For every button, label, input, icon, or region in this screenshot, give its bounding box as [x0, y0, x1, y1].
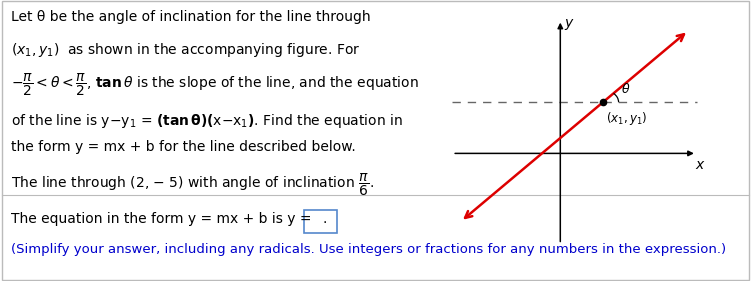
- Text: of the line is y$-$y$_1$ = $\mathbf{(tan\,\theta)}$$\mathbf{(}$x$-$x$_1$$\mathbf: of the line is y$-$y$_1$ = $\mathbf{(tan…: [11, 112, 403, 130]
- FancyBboxPatch shape: [304, 210, 337, 233]
- Text: $\theta$: $\theta$: [620, 82, 630, 96]
- Text: the form y = mx + b for the line described below.: the form y = mx + b for the line describ…: [11, 140, 356, 155]
- Text: .: .: [323, 212, 327, 226]
- Text: (Simplify your answer, including any radicals. Use integers or fractions for any: (Simplify your answer, including any rad…: [11, 243, 726, 256]
- Text: Let θ be the angle of inclination for the line through: Let θ be the angle of inclination for th…: [11, 10, 371, 24]
- Text: y: y: [565, 15, 573, 30]
- Text: $(x_1,y_1)$: $(x_1,y_1)$: [606, 110, 647, 127]
- Text: The equation in the form y = mx + b is y =: The equation in the form y = mx + b is y…: [11, 212, 316, 226]
- Text: x: x: [695, 158, 704, 172]
- Text: The line through (2, $-$ 5) with angle of inclination $\dfrac{\pi}{6}$.: The line through (2, $-$ 5) with angle o…: [11, 171, 374, 198]
- Text: $(x_1,y_1)$  as shown in the accompanying figure. For: $(x_1,y_1)$ as shown in the accompanying…: [11, 41, 360, 59]
- Text: $-\dfrac{\pi}{2}<\theta<\dfrac{\pi}{2}$, $\mathbf{tan}\,\theta$ is the slope of : $-\dfrac{\pi}{2}<\theta<\dfrac{\pi}{2}$,…: [11, 72, 419, 98]
